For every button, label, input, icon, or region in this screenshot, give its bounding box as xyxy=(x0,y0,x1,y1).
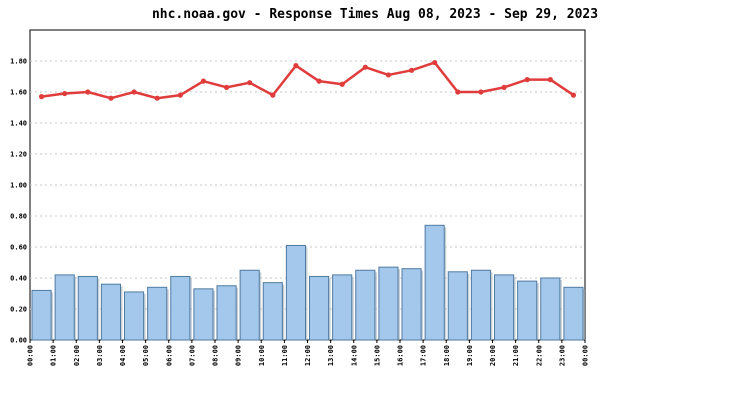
line-point xyxy=(478,89,484,95)
y-tick-label: 1.20 xyxy=(10,151,27,159)
line-point xyxy=(316,78,322,84)
x-tick-label: 07:00 xyxy=(188,345,196,366)
line-point xyxy=(362,64,368,70)
y-tick-label: 0.00 xyxy=(10,337,27,345)
line-point xyxy=(432,59,438,66)
x-tick-label: 19:00 xyxy=(466,345,474,366)
bar xyxy=(262,282,283,341)
bar xyxy=(239,269,260,341)
x-axis-ticks: 00:00 01:00 02:00 03:00 04:00 05:00 06:00 07:00… xyxy=(27,340,590,366)
bar xyxy=(77,275,98,341)
x-tick-label: 02:00 xyxy=(73,345,81,366)
bar xyxy=(355,269,376,341)
line-point xyxy=(408,67,415,73)
bar xyxy=(540,277,561,341)
y-tick-label: 1.00 xyxy=(10,182,27,190)
x-tick-label: 22:00 xyxy=(535,345,543,366)
y-tick-label: 0.20 xyxy=(10,306,27,314)
bar xyxy=(517,280,538,341)
line-point xyxy=(108,95,114,101)
x-tick-label: 04:00 xyxy=(119,345,127,366)
line-point xyxy=(85,89,91,95)
y-tick-label: 1.60 xyxy=(10,89,27,97)
bar xyxy=(309,275,330,341)
y-tick-label: 0.60 xyxy=(10,244,27,252)
x-tick-label: 13:00 xyxy=(327,345,335,366)
x-tick-label: 23:00 xyxy=(558,345,566,366)
x-tick-label: 17:00 xyxy=(420,345,428,366)
chart-title: nhc.noaa.gov - Response Times Aug 08, 20… xyxy=(152,7,598,22)
bar xyxy=(100,283,121,341)
x-tick-label: 06:00 xyxy=(165,345,173,366)
y-tick-label: 1.40 xyxy=(10,120,27,128)
x-tick-label: 21:00 xyxy=(512,345,520,366)
bar xyxy=(563,286,584,341)
line-point xyxy=(385,72,392,78)
bar xyxy=(193,288,214,341)
x-tick-label: 00:00 xyxy=(582,345,590,366)
x-tick-label: 15:00 xyxy=(373,345,381,366)
x-tick-label: 12:00 xyxy=(304,345,312,366)
line-point xyxy=(154,95,160,101)
x-tick-label: 20:00 xyxy=(489,345,497,366)
y-axis-ticks: 0.00 0.20 0.40 0.60 0.80 1.00 1.20 1.40 1.60 1.80 xyxy=(10,58,27,345)
line-point xyxy=(501,84,507,90)
x-tick-label: 05:00 xyxy=(142,345,150,366)
line-point xyxy=(270,92,276,98)
x-tick-label: 16:00 xyxy=(397,345,405,366)
line-point xyxy=(339,81,345,87)
bar xyxy=(31,289,52,341)
x-tick-label: 08:00 xyxy=(212,345,220,366)
bar xyxy=(54,274,75,341)
bar xyxy=(216,285,237,341)
bar-series xyxy=(31,224,585,341)
line-point xyxy=(200,78,207,84)
line-path xyxy=(41,61,575,100)
x-tick-label: 18:00 xyxy=(443,345,451,366)
x-tick-label: 09:00 xyxy=(235,345,243,366)
bar xyxy=(447,271,468,341)
line-point xyxy=(223,84,230,90)
bar xyxy=(147,286,168,341)
bar xyxy=(332,274,353,341)
line-point xyxy=(293,63,299,69)
x-tick-label: 03:00 xyxy=(96,345,104,366)
x-tick-label: 01:00 xyxy=(50,345,58,366)
x-tick-label: 14:00 xyxy=(350,345,358,366)
y-tick-label: 0.40 xyxy=(10,275,27,283)
y-tick-label: 1.80 xyxy=(10,58,27,66)
bar xyxy=(124,291,145,341)
line-point xyxy=(524,77,530,83)
bar xyxy=(401,268,422,341)
bar xyxy=(494,274,515,341)
line-point xyxy=(177,92,183,98)
y-tick-label: 0.80 xyxy=(10,213,27,221)
line-series xyxy=(38,59,577,101)
line-point xyxy=(570,92,577,98)
bar xyxy=(378,266,399,341)
line-point xyxy=(131,89,137,95)
line-point xyxy=(38,94,45,100)
x-tick-label: 00:00 xyxy=(27,345,35,366)
x-tick-label: 10:00 xyxy=(258,345,266,366)
x-tick-label: 11:00 xyxy=(281,345,289,366)
bar xyxy=(170,275,191,341)
bar xyxy=(424,224,445,341)
line-point xyxy=(455,89,461,95)
bar xyxy=(285,244,306,341)
line-point xyxy=(247,80,253,86)
line-point xyxy=(547,77,553,83)
line-point xyxy=(62,90,68,97)
bar xyxy=(470,269,491,341)
